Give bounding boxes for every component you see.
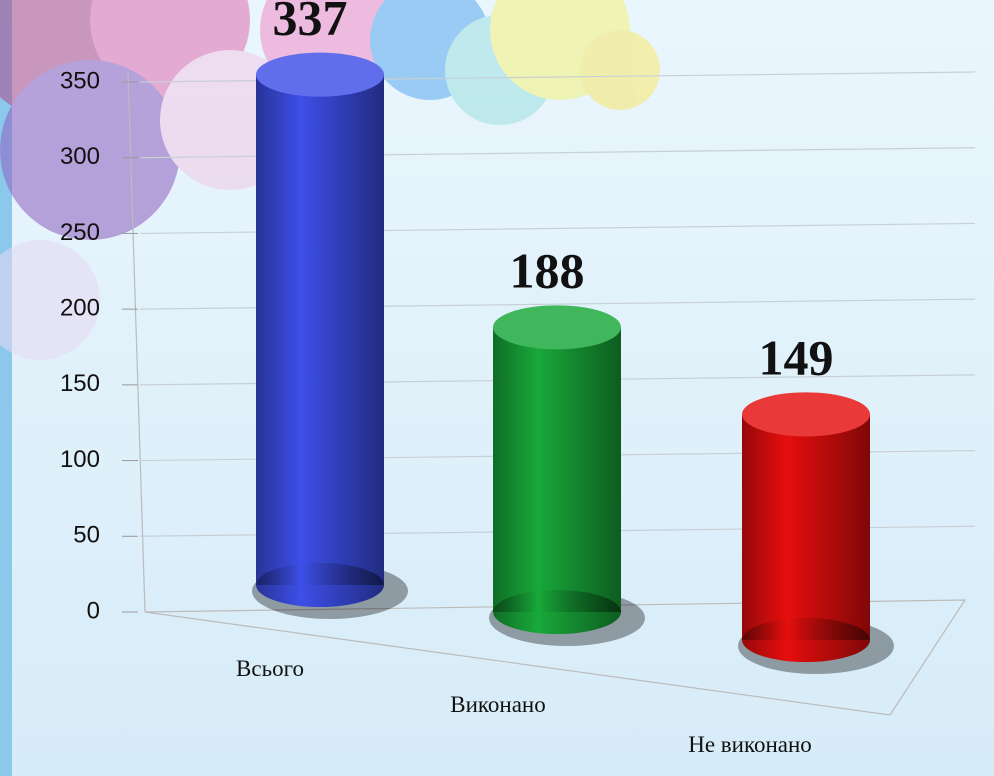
x-tick-label: Виконано (450, 692, 545, 717)
bar-top-light (493, 305, 621, 350)
plot: 0 50 100 150 200 250 300 350 337 Всього 188 Виконан… (60, 0, 976, 757)
y-tick-label: 200 (60, 294, 100, 321)
data-label: 149 (759, 329, 834, 385)
y-tick-label: 150 (60, 370, 100, 397)
axis-line (127, 71, 146, 613)
data-label: 337 (273, 0, 348, 46)
bar-shade (742, 414, 870, 640)
bar-bottom-shade (742, 618, 870, 662)
y-tick-label: 50 (73, 522, 100, 549)
floor-outline (144, 599, 967, 716)
y-tick-label: 100 (60, 446, 100, 473)
data-label: 188 (510, 242, 585, 298)
y-tick-label: 300 (60, 143, 100, 170)
x-tick-label: Всього (236, 656, 304, 681)
floor-front (144, 611, 891, 716)
bar-bottom-shade (256, 563, 384, 607)
y-tick-label: 0 (87, 597, 100, 624)
x-tick-label: Не виконано (688, 732, 812, 757)
bar-shade (493, 327, 621, 612)
bar-shade (256, 74, 384, 585)
bar-top-light (256, 52, 384, 97)
y-tick-label: 350 (60, 67, 100, 94)
bar-top (742, 392, 870, 437)
bar-bottom-shade (493, 590, 621, 634)
bar-top-light (742, 392, 870, 437)
bar-top (493, 305, 621, 350)
bar-top (256, 52, 384, 97)
frame-edge (0, 0, 12, 776)
y-tick-label: 250 (60, 219, 100, 246)
